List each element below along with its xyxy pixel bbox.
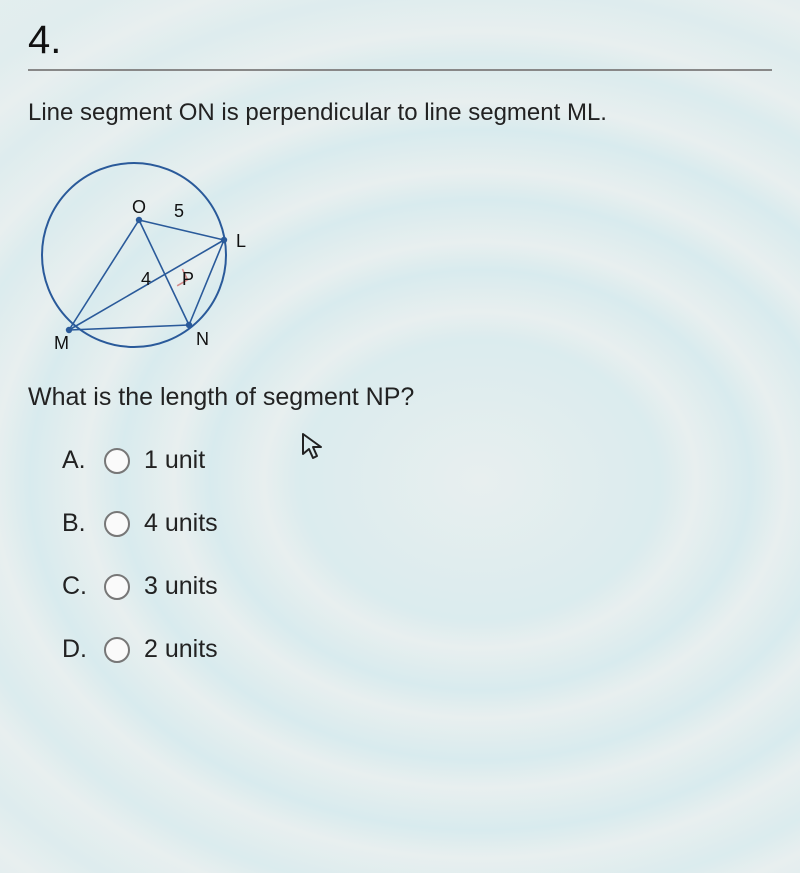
svg-text:N: N xyxy=(196,329,209,349)
geometry-diagram: 5 4 O L N M P xyxy=(24,145,284,375)
radio-icon[interactable] xyxy=(104,574,130,600)
option-letter: C. xyxy=(62,572,90,601)
svg-text:L: L xyxy=(236,231,246,251)
option-d[interactable]: D. 2 units xyxy=(62,635,772,664)
option-text: 2 units xyxy=(144,635,218,664)
radio-icon[interactable] xyxy=(104,448,130,474)
option-b[interactable]: B. 4 units xyxy=(62,509,772,538)
radio-icon[interactable] xyxy=(104,637,130,663)
radio-icon[interactable] xyxy=(104,511,130,537)
option-letter: B. xyxy=(62,509,90,538)
answer-options: A. 1 unit B. 4 units C. 3 units D. 2 uni… xyxy=(62,446,772,664)
option-letter: A. xyxy=(62,446,90,475)
option-text: 1 unit xyxy=(144,446,205,475)
question-prompt: Line segment ON is perpendicular to line… xyxy=(28,99,772,127)
question-number: 4. xyxy=(28,18,772,71)
option-a[interactable]: A. 1 unit xyxy=(62,446,772,475)
svg-text:P: P xyxy=(182,269,194,289)
option-c[interactable]: C. 3 units xyxy=(62,572,772,601)
option-letter: D. xyxy=(62,635,90,664)
option-text: 4 units xyxy=(144,509,218,538)
sub-question: What is the length of segment NP? xyxy=(28,383,772,412)
svg-text:O: O xyxy=(132,197,146,217)
svg-text:M: M xyxy=(54,333,69,353)
svg-text:5: 5 xyxy=(174,201,184,221)
option-text: 3 units xyxy=(144,572,218,601)
svg-text:4: 4 xyxy=(141,269,151,289)
